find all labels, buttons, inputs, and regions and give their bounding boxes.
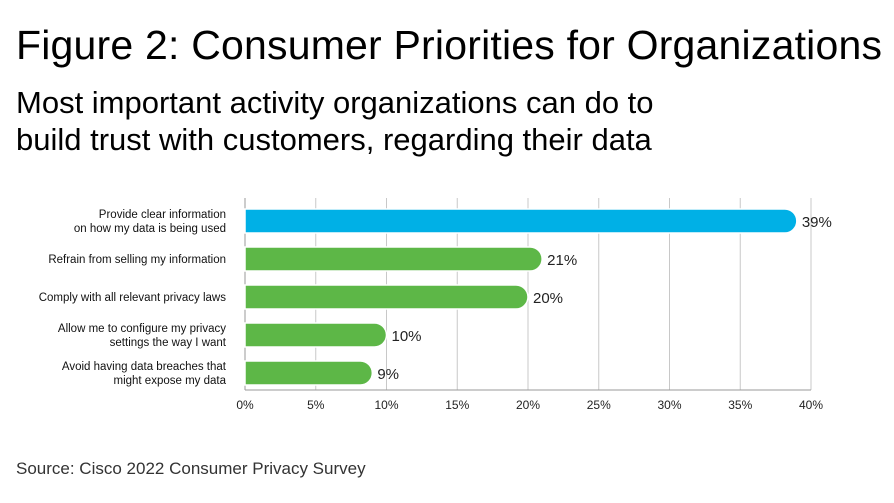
bar bbox=[244, 208, 798, 234]
category-label: Refrain from selling my information bbox=[48, 254, 226, 266]
subtitle-line-2: build trust with customers, regarding th… bbox=[16, 122, 652, 157]
x-tick-label: 20% bbox=[516, 398, 540, 412]
x-tick-label: 25% bbox=[587, 398, 611, 412]
category-label-line: on how my data is being used bbox=[74, 223, 226, 235]
category-label-line: Provide clear information bbox=[99, 209, 226, 221]
category-label-line: Allow me to configure my privacy bbox=[58, 323, 226, 335]
x-tick-label: 30% bbox=[657, 398, 681, 412]
category-label-line: settings the way I want bbox=[110, 337, 227, 349]
source-note: Source: Cisco 2022 Consumer Privacy Surv… bbox=[16, 459, 366, 478]
category-label: Avoid having data breaches that might exp… bbox=[62, 361, 227, 387]
bar bbox=[244, 360, 374, 386]
bar-chart: 0% 5% 10% 15% 20% 25% 30% 35% 40% Provide clear i… bbox=[39, 198, 832, 412]
data-label: 39% bbox=[802, 214, 832, 231]
x-tick-label: 35% bbox=[728, 398, 752, 412]
x-tick-label: 15% bbox=[445, 398, 469, 412]
chart-title: Figure 2: Consumer Priorities for Organi… bbox=[16, 22, 883, 68]
data-label: 10% bbox=[392, 328, 422, 345]
category-label: Comply with all relevant privacy laws bbox=[39, 292, 227, 304]
x-tick-label: 40% bbox=[799, 398, 823, 412]
data-label: 21% bbox=[547, 252, 577, 269]
bar bbox=[244, 246, 543, 272]
x-tick-label: 5% bbox=[307, 398, 325, 412]
data-label: 9% bbox=[377, 366, 399, 383]
category-label-line: might expose my data bbox=[113, 375, 226, 387]
category-label: Allow me to configure my privacy settings… bbox=[58, 323, 227, 349]
x-tick-label: 10% bbox=[374, 398, 398, 412]
subtitle-line-1: Most important activity organizations ca… bbox=[16, 85, 654, 120]
data-label: 20% bbox=[533, 290, 563, 307]
category-label: Provide clear information on how my data … bbox=[74, 209, 226, 235]
category-label-line: Avoid having data breaches that bbox=[62, 361, 227, 373]
category-label-line: Refrain from selling my information bbox=[48, 254, 226, 266]
chart-subtitle: Most important activity organizations ca… bbox=[16, 84, 876, 158]
bar bbox=[244, 284, 529, 310]
x-tick-label: 0% bbox=[236, 398, 254, 412]
category-label-line: Comply with all relevant privacy laws bbox=[39, 292, 227, 304]
bar bbox=[244, 322, 388, 348]
